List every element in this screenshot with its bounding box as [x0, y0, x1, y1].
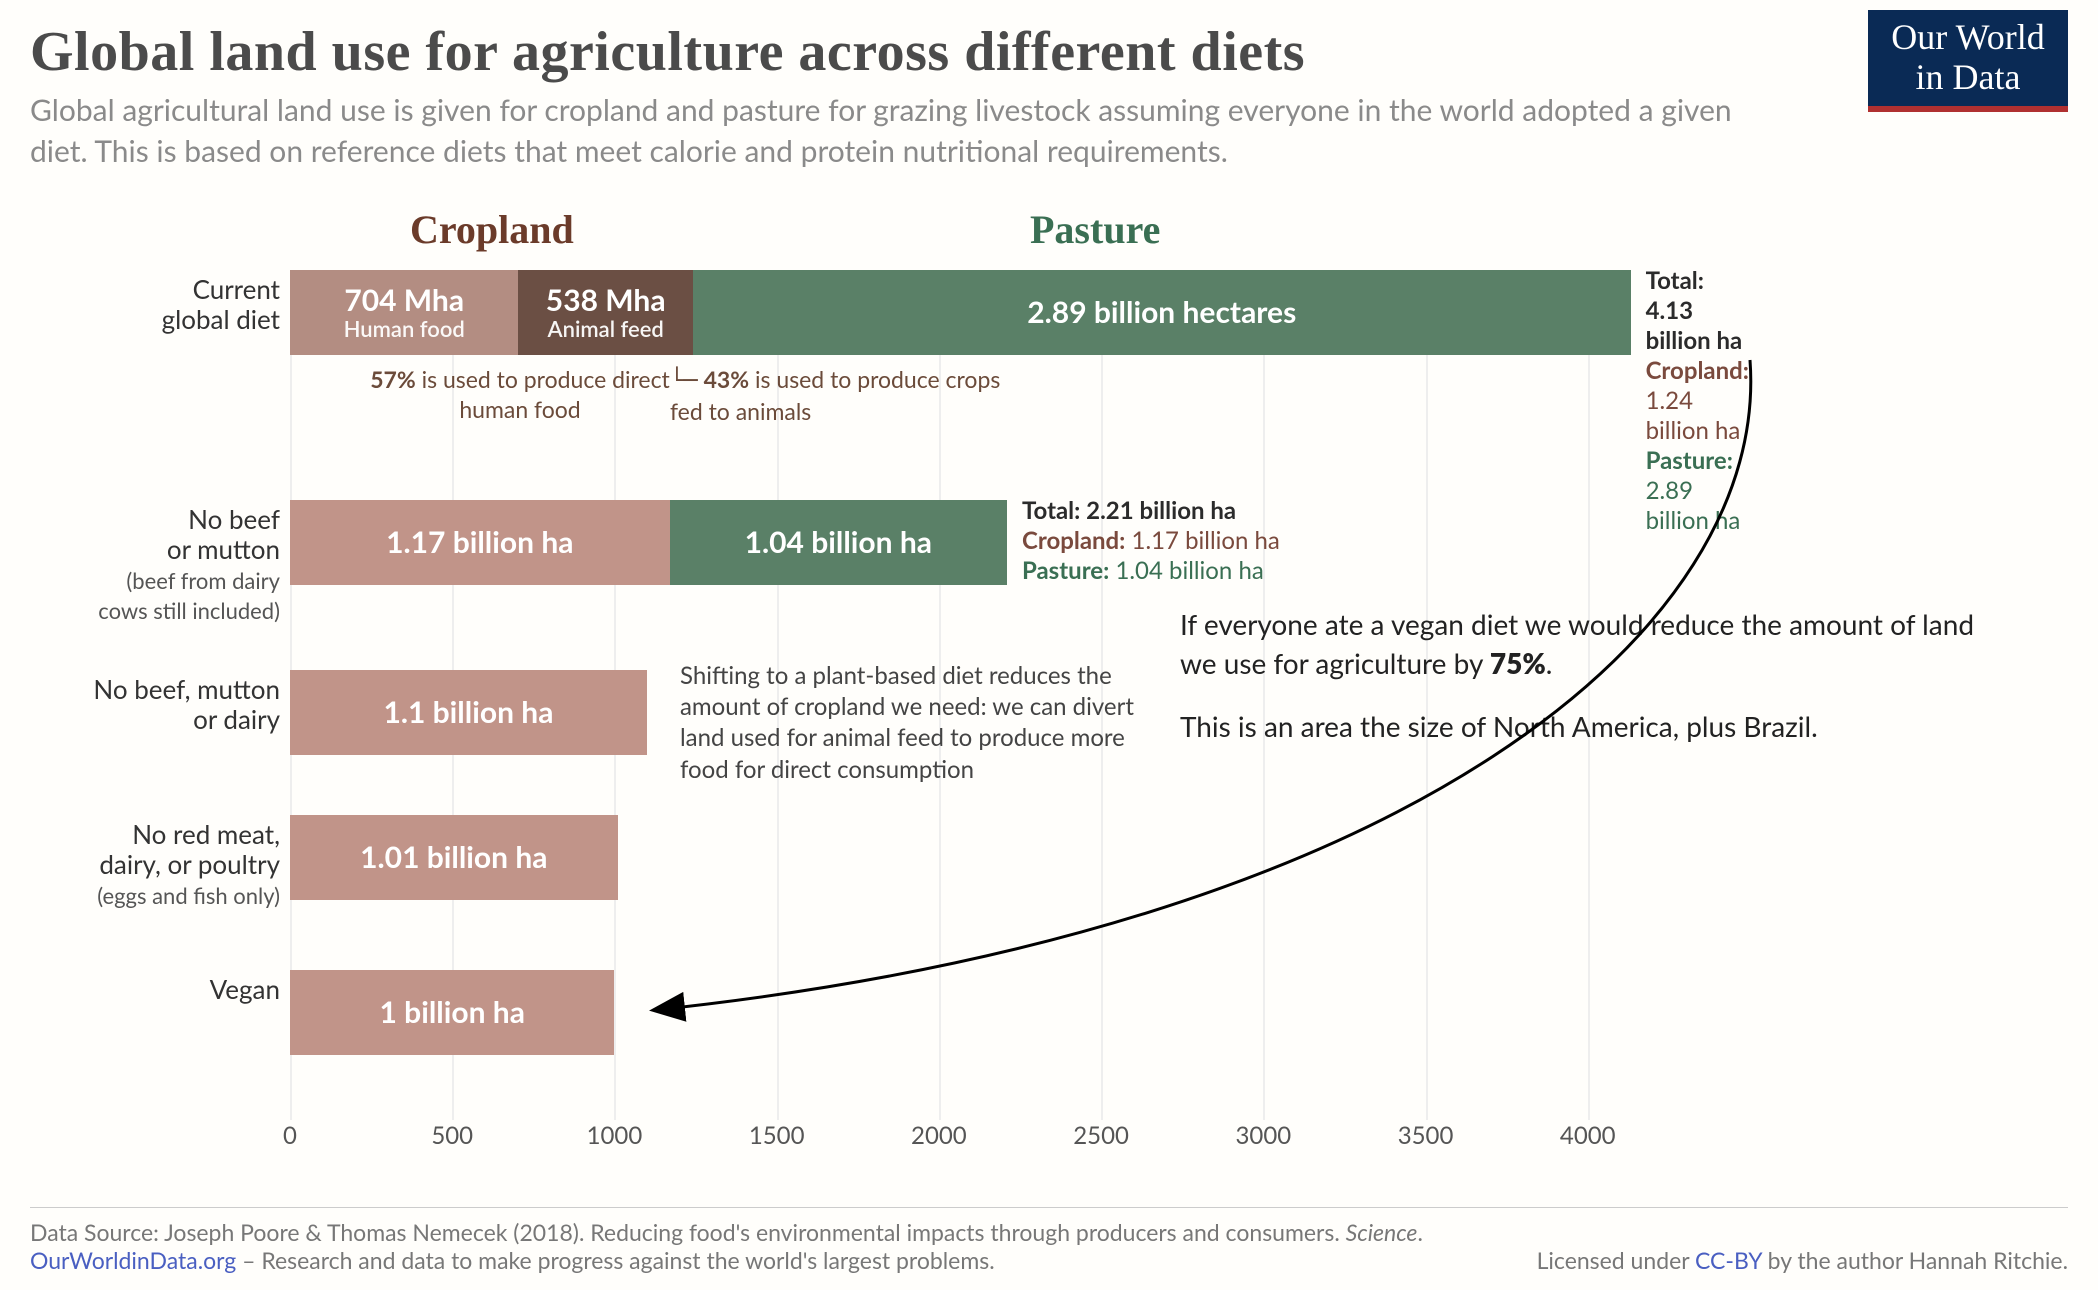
footer-left: Data Source: Joseph Poore & Thomas Nemec…: [30, 1218, 1423, 1274]
footer-license-link[interactable]: CC-BY: [1695, 1246, 1762, 1274]
logo-line2: in Data: [1868, 58, 2068, 98]
page: Our World in Data Global land use for ag…: [0, 0, 2098, 1290]
arrow-callout: [30, 210, 2070, 1180]
category-label: No beef, muttonor dairy: [30, 675, 280, 735]
footer: Data Source: Joseph Poore & Thomas Nemec…: [30, 1207, 2068, 1274]
category-label: Vegan: [30, 975, 280, 1005]
page-title: Global land use for agriculture across d…: [30, 20, 2068, 84]
owid-logo: Our World in Data: [1868, 10, 2068, 112]
page-subtitle: Global agricultural land use is given fo…: [30, 90, 1780, 171]
chart: Cropland Pasture 05001000150020002500300…: [30, 210, 2070, 1180]
footer-right: Licensed under CC-BY by the author Hanna…: [1537, 1246, 2068, 1274]
category-label: No beefor mutton(beef from dairycows sti…: [30, 505, 280, 625]
category-label: No red meat,dairy, or poultry(eggs and f…: [30, 820, 280, 910]
logo-line1: Our World: [1868, 18, 2068, 58]
footer-site-link[interactable]: OurWorldinData.org: [30, 1246, 236, 1274]
category-label: Currentglobal diet: [30, 275, 280, 335]
